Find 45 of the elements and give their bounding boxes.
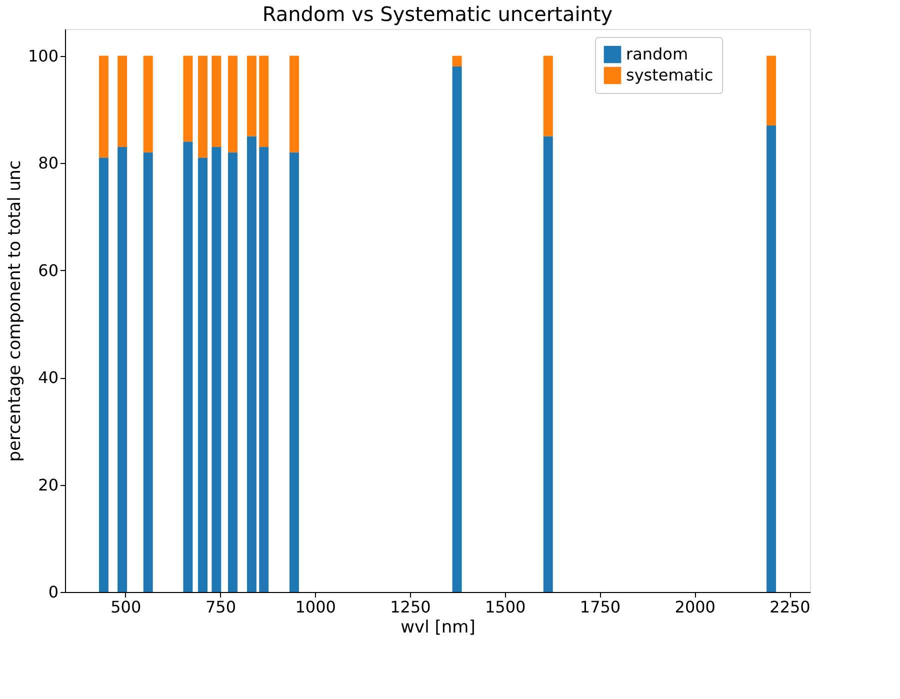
y-tick-label: 80 [38,154,58,173]
x-tick-label: 2250 [770,598,810,616]
bar [289,152,299,592]
legend-label: systematic [626,66,714,84]
bar [143,152,153,592]
bar [543,136,553,592]
bar [212,56,222,147]
bar [198,56,208,158]
x-tick-label: 1750 [580,598,621,616]
x-tick-label: 750 [205,598,236,616]
bar [452,56,462,67]
bar [118,56,128,147]
y-tick-label: 40 [38,368,58,388]
bar [766,126,776,592]
bar [452,66,462,592]
bar [766,56,776,126]
bar [289,56,299,152]
x-tick-label: 1250 [390,598,431,616]
x-tick-label: 1500 [485,598,526,616]
legend-label: random [626,44,688,64]
bar [246,56,256,136]
x-tick-label: 2000 [674,598,716,616]
chart-title: Random vs Systematic uncertainty [262,2,613,26]
y-tick-label: 60 [38,260,58,280]
bar [118,146,128,592]
bar [228,152,238,592]
y-tick-label: 0 [48,582,58,602]
bar [183,56,193,142]
bar [228,56,238,152]
bar [246,136,256,592]
bar [212,146,222,592]
bar [98,56,108,158]
x-axis-title: wvl [nm] [400,618,476,638]
bar [183,142,193,592]
y-axis-title: percentage component to total unc [4,160,25,462]
y-tick-label: 100 [28,46,58,66]
bar [259,56,269,147]
bar [98,158,108,592]
x-tick-label: 1000 [295,598,336,616]
x-tick-label: 500 [110,598,142,616]
bar [543,56,553,136]
bar [198,158,208,592]
bar [143,56,153,152]
bar [259,146,269,592]
y-tick-label: 20 [38,475,58,494]
